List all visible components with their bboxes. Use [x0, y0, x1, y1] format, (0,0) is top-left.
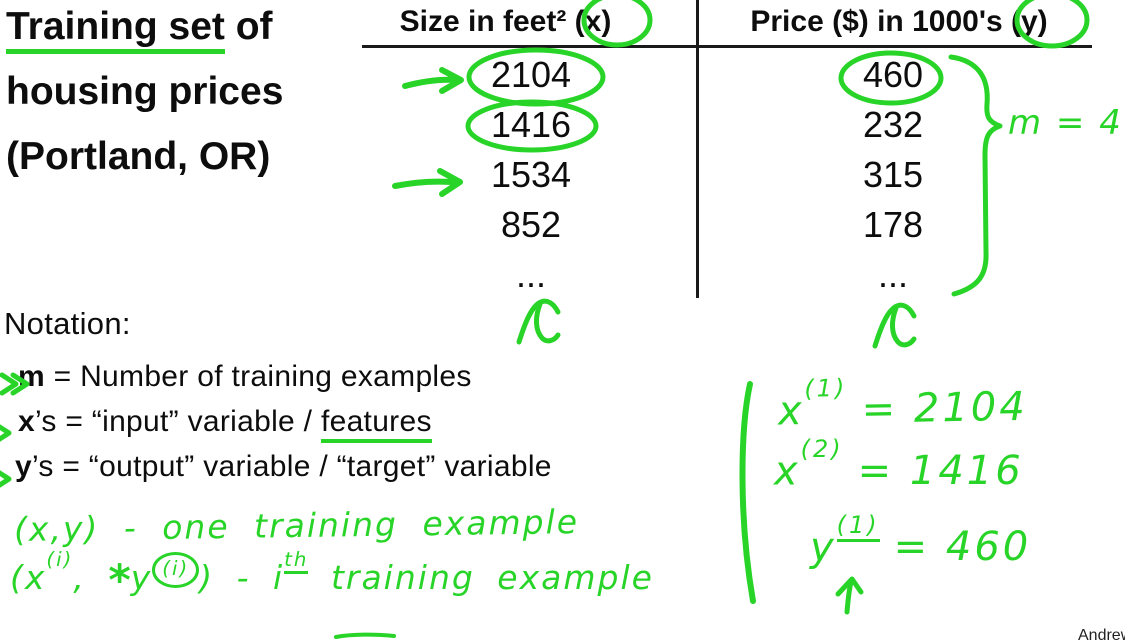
- handwritten-y1-equation: y(1) = 460: [810, 510, 1032, 571]
- handwritten-ith-training-example: (x(i), *y (i)) - ith training example: [10, 548, 654, 606]
- chevron-arrow-x: [0, 424, 12, 442]
- table-cell: 178: [862, 204, 924, 245]
- table-column-divider: [696, 0, 699, 298]
- table-cell: 460: [862, 54, 924, 95]
- ellipsis-arrow-left: [516, 298, 561, 345]
- title-line-1: Training set of: [6, 0, 283, 59]
- table-cell-ellipsis: ...: [877, 254, 908, 295]
- ellipsis-arrow-right: [872, 302, 917, 349]
- notation-line-x: x’s = “input” variable / features: [18, 405, 432, 443]
- table-cell-ellipsis: ...: [515, 254, 546, 295]
- table-cell: 1416: [490, 104, 572, 145]
- handwritten-m-equals-47: m = 47: [1008, 103, 1125, 143]
- table-header-price: Price ($) in 1000's (y): [750, 5, 1048, 38]
- handwritten-x1-equation: x(1) = 2104: [777, 373, 1029, 435]
- underline-under-ith: [334, 632, 396, 639]
- notation-line-m: m = Number of training examples: [18, 360, 472, 393]
- table-cell: 315: [862, 154, 924, 195]
- handwritten-one-training-example: (x,y) - one training example: [13, 502, 580, 549]
- table-header-rule: [362, 45, 1092, 48]
- handwritten-x2-equation: x(2) = 1416: [774, 434, 1024, 495]
- table-column-size: 2104 1416 1534 852 ...: [421, 50, 641, 300]
- table-header-size: Size in feet² (x): [399, 5, 612, 38]
- notation-heading: Notation:: [4, 306, 131, 341]
- table-cell: 232: [862, 104, 924, 145]
- table-column-price: 460 232 315 178 ...: [783, 50, 1003, 300]
- notation-line-y: y’s = “output” variable / “target” varia…: [15, 450, 552, 483]
- title-line-2: housing prices: [6, 70, 284, 113]
- author-credit: Andrew: [1078, 627, 1125, 641]
- table-cell: 852: [500, 204, 562, 245]
- title-underlined-text: Training set: [6, 5, 225, 54]
- table-cell: 2104: [490, 54, 572, 95]
- table-cell: 1534: [490, 154, 572, 195]
- chevron-arrow-y: [0, 470, 12, 488]
- up-arrow-under-y1: [835, 576, 864, 615]
- title-line-3: (Portland, OR): [6, 135, 271, 178]
- features-underlined: features: [320, 405, 432, 443]
- scribble-mark: *: [108, 556, 131, 606]
- big-paren-annotation-group: [739, 381, 756, 604]
- page-title: Training set of housing prices (Portland…: [6, 0, 283, 189]
- circled-superscript-i: (i): [152, 552, 200, 588]
